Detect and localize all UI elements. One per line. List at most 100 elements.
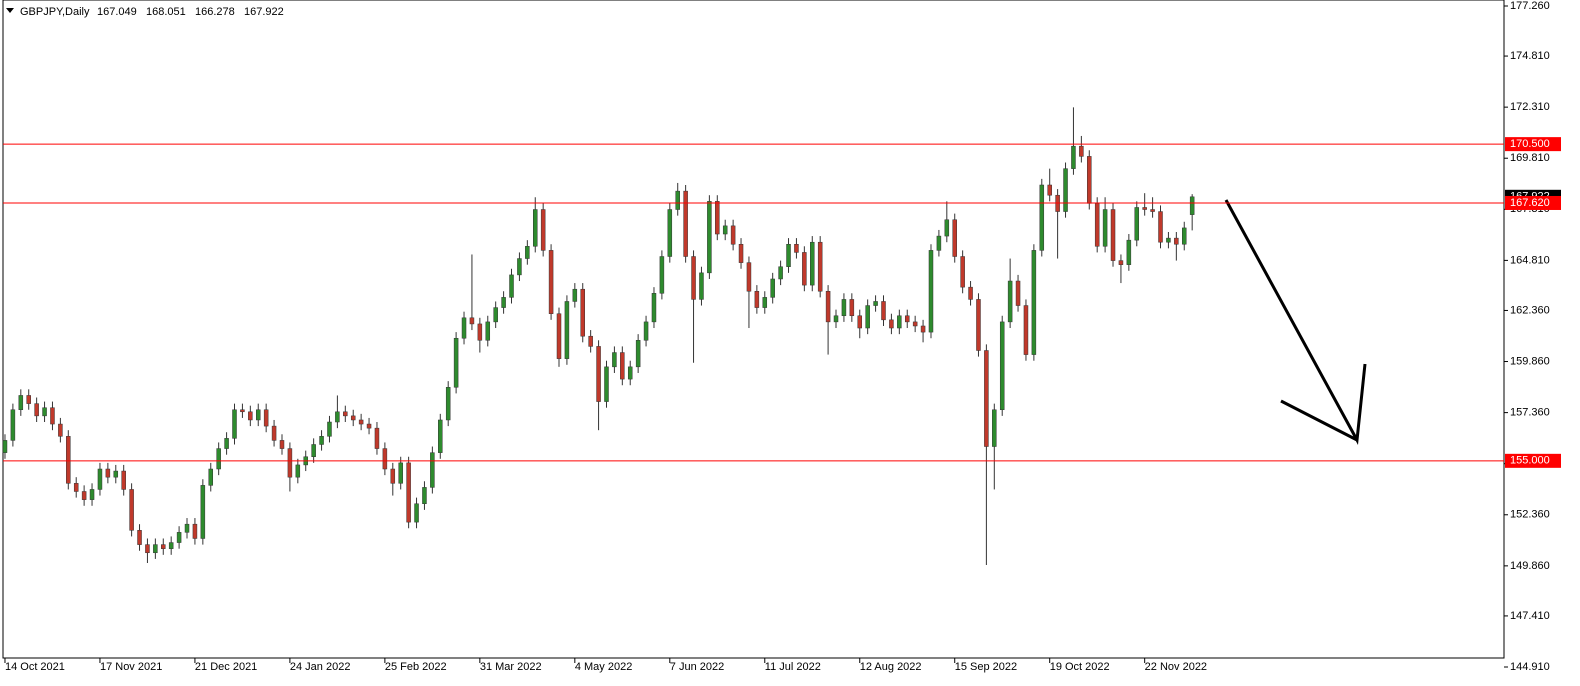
candle-body <box>675 190 680 210</box>
candle-body <box>707 201 712 274</box>
candle-body <box>105 468 111 478</box>
candle-body <box>667 209 673 257</box>
candle-body <box>295 464 301 478</box>
y-tick-label: 159.860 <box>1510 355 1550 367</box>
candle-body <box>1158 211 1163 243</box>
candle-body <box>192 523 198 539</box>
candle-body <box>999 321 1005 411</box>
candle-body <box>540 209 546 251</box>
candle-body <box>469 317 475 325</box>
candle-body <box>485 321 491 341</box>
candle-body <box>873 301 878 306</box>
candle-body <box>762 297 768 308</box>
candle-body <box>414 503 419 523</box>
candle-body <box>960 256 965 288</box>
arrow-annotation <box>1224 199 1367 445</box>
candle-body <box>1118 260 1124 265</box>
candle-body <box>794 243 799 253</box>
candle-body <box>263 409 269 427</box>
menu-triangle <box>6 8 14 13</box>
candle-body <box>691 256 696 300</box>
candle-body <box>881 301 886 321</box>
y-tick-label: 177.260 <box>1510 0 1550 12</box>
x-tick-label: 14 Oct 2021 <box>5 661 65 673</box>
plot-frame <box>2 0 1505 659</box>
candle-body <box>889 319 894 329</box>
candle-body <box>1071 145 1076 169</box>
candle-body <box>232 409 237 439</box>
candle-body <box>564 301 570 359</box>
candle-body <box>382 448 388 470</box>
candle-body <box>1023 305 1029 355</box>
candle-body <box>319 436 324 445</box>
candle-body <box>786 243 791 267</box>
candle-body <box>699 272 704 300</box>
candle-body <box>817 241 823 292</box>
candle-body <box>754 290 760 308</box>
x-tick-label: 17 Nov 2021 <box>100 661 162 673</box>
header-high: 168.051 <box>146 6 186 18</box>
candle-body <box>1134 207 1140 241</box>
candle-body <box>350 415 356 421</box>
candle-body <box>738 243 744 263</box>
candle-body <box>366 423 372 429</box>
candle-body <box>770 278 775 298</box>
candle-body <box>422 487 427 504</box>
candle-body <box>1182 227 1187 245</box>
x-tick-label: 11 Jul 2022 <box>765 661 821 673</box>
candle-body <box>73 483 79 492</box>
candle-body <box>42 407 47 417</box>
candle-body <box>1079 145 1084 157</box>
candle-body <box>18 395 24 411</box>
candle-body <box>1087 156 1092 204</box>
candle-body <box>778 266 783 280</box>
candle-body <box>438 419 443 453</box>
candle-body <box>10 409 16 441</box>
candle-body <box>627 366 633 380</box>
candle-body <box>1174 237 1179 245</box>
candle-body <box>113 470 119 478</box>
candle-body <box>311 444 316 457</box>
level-label: 167.620 <box>1510 197 1550 209</box>
candle-body <box>722 225 728 235</box>
candle-body <box>453 337 459 388</box>
candle-body <box>184 523 190 533</box>
candle-body <box>58 423 63 437</box>
candle-body <box>1102 209 1108 247</box>
candle-body <box>343 411 348 417</box>
candle-body <box>620 352 625 380</box>
candle-body <box>730 225 736 245</box>
y-tick-label: 172.310 <box>1510 101 1550 113</box>
candle-body <box>588 335 593 347</box>
candle-body <box>635 340 641 368</box>
candle-body <box>26 395 31 404</box>
candle-body <box>137 530 142 545</box>
candle-body <box>659 256 665 294</box>
candle-body <box>715 201 720 235</box>
y-tick-label: 162.360 <box>1510 304 1550 316</box>
candle-body <box>849 299 855 317</box>
candle-body <box>501 297 506 308</box>
candle-body <box>944 219 950 237</box>
candle-body <box>398 462 403 484</box>
y-tick-label: 164.810 <box>1510 254 1550 266</box>
header-low: 166.278 <box>195 6 235 18</box>
candle-body <box>643 321 649 341</box>
candle-body <box>1126 239 1132 265</box>
candle-body <box>129 489 134 531</box>
candle-body <box>1063 168 1068 212</box>
x-tick-label: 21 Dec 2021 <box>195 661 257 673</box>
candle-body <box>374 427 380 449</box>
candle-body <box>992 409 997 447</box>
candle-body <box>1166 237 1171 243</box>
candle-body <box>153 544 158 554</box>
candle-body <box>208 468 214 486</box>
candle-body <box>525 246 530 259</box>
candle-body <box>406 462 411 523</box>
candle-body <box>825 290 831 323</box>
level-label: 155.000 <box>1510 455 1550 467</box>
x-tick-label: 12 Aug 2022 <box>860 661 922 673</box>
y-tick-label: 157.360 <box>1510 407 1550 419</box>
